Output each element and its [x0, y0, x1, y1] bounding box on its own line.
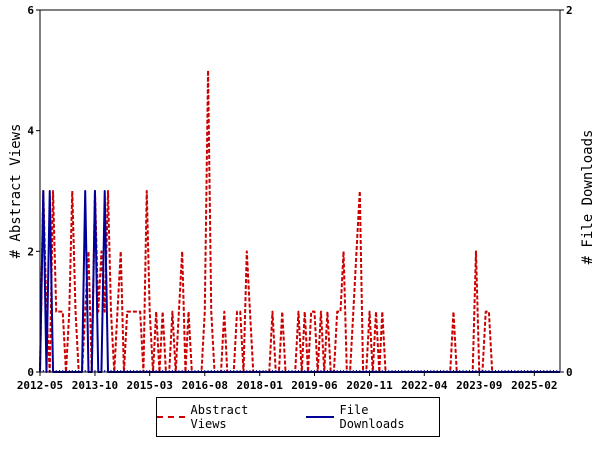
legend-item-abstract-views: Abstract Views — [157, 403, 290, 431]
series-line-abstract-views — [39, 69, 560, 373]
plot-frame — [39, 9, 561, 373]
legend-label-file-downloads: File Downloads — [339, 403, 405, 431]
x-tick-label: 2023-09 — [456, 379, 502, 392]
x-tick-label: 2025-02 — [511, 379, 557, 392]
x-tick-label: 2020-11 — [346, 379, 393, 392]
right-axis-title: # File Downloads — [580, 130, 596, 265]
x-tick-label: 2013-10 — [72, 379, 118, 392]
legend-swatch-abstract-views — [157, 416, 185, 418]
left-axis-title: # Abstract Views — [8, 124, 24, 259]
x-tick-label: 2022-04 — [401, 379, 448, 392]
legend-label-abstract-views: Abstract Views — [190, 403, 249, 431]
x-tick-label: 2012-05 — [17, 379, 63, 392]
x-tick-label: 2016-08 — [182, 379, 228, 392]
legend-item-file-downloads: File Downloads — [306, 403, 439, 431]
left-tick-label: 4 — [27, 125, 34, 138]
x-tick-label: 2019-06 — [291, 379, 338, 392]
ticks-layer: 0 2 4 6 0 2 2012-05 2013-10 2015-03 2016-08 2018-0… — [17, 4, 573, 392]
x-tick-label: 2015-03 — [127, 379, 173, 392]
left-tick-label: 0 — [27, 366, 34, 379]
legend: Abstract Views File Downloads — [156, 397, 440, 437]
left-tick-label: 6 — [27, 4, 34, 17]
left-tick-label: 2 — [27, 245, 34, 258]
right-tick-label: 2 — [566, 4, 573, 17]
right-tick-label: 0 — [566, 366, 573, 379]
series-layer — [39, 69, 560, 373]
x-tick-label: 2018-01 — [237, 379, 284, 392]
legend-swatch-file-downloads — [306, 416, 334, 418]
